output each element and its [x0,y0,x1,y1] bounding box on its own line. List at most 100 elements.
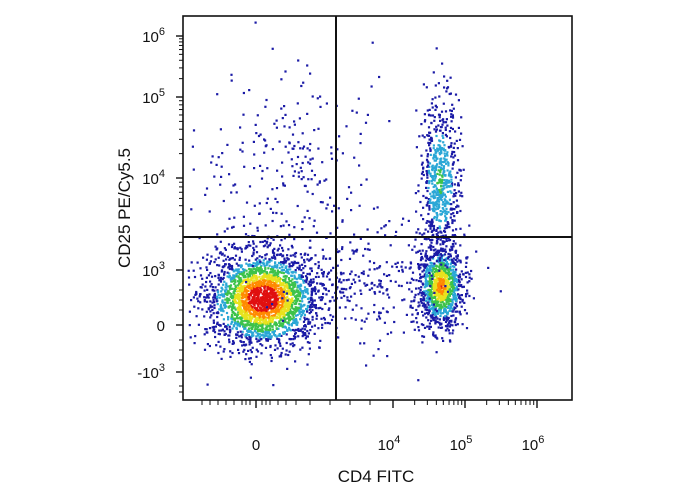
event-dot [459,227,462,230]
event-dot [240,285,243,288]
event-dot [256,316,259,319]
event-dot [424,228,427,231]
event-dot [424,278,428,281]
event-dot [262,262,265,265]
event-dot [449,92,452,95]
event-dot [237,311,240,314]
event-dot [326,203,329,206]
event-dot [441,134,444,137]
event-dot [428,206,431,209]
event-dot [427,230,430,233]
event-dot [284,299,287,302]
event-dot [454,318,457,321]
event-dot [423,274,426,277]
event-dot [264,244,267,247]
event-dot [220,270,223,273]
event-dot [237,282,241,285]
event-dot [270,291,273,294]
x-tick-label: 0 [252,437,260,454]
event-dot [421,335,424,338]
event-dot [442,287,445,290]
quadrant-gate [183,16,572,400]
event-dot [454,321,457,324]
event-dot [457,205,460,208]
event-dot [260,312,263,315]
event-dot [311,192,314,196]
event-dot [301,147,304,150]
event-dot [213,289,216,292]
event-dot [262,318,265,321]
event-dot [430,284,433,287]
event-dot [268,258,271,261]
event-dot [221,309,224,312]
event-dot [245,269,248,272]
event-dot [199,274,203,277]
event-dot [350,317,353,320]
event-dot [355,249,358,252]
event-dot [259,282,262,285]
event-dot [371,281,374,284]
event-dot [341,246,344,249]
event-dot [317,264,320,267]
event-dot [450,113,453,116]
event-dot [464,275,468,279]
event-dot [300,297,303,300]
event-dot [417,279,421,283]
event-dot [390,331,393,334]
event-dot [424,276,427,279]
event-dot [431,224,434,228]
event-dot [443,144,446,147]
event-dot [244,312,247,315]
event-dot [235,272,238,275]
event-dot [294,271,297,274]
event-dot [248,275,251,278]
event-dot [452,314,455,317]
event-dot [284,292,287,295]
event-dot [228,292,231,295]
event-dot [425,274,428,277]
event-dot [270,288,274,291]
event-dot [430,102,433,105]
event-dot [371,41,374,44]
event-dot [451,246,454,249]
event-dot [206,383,209,386]
event-dot [452,146,455,149]
event-dot [191,145,194,148]
event-dot [423,136,426,139]
event-dot [261,344,264,347]
event-dot [300,269,303,272]
event-dot [265,279,268,282]
event-dot [238,258,241,261]
event-dot [462,168,465,171]
event-dot [461,300,464,303]
event-dot [453,291,456,294]
event-dot [279,322,283,325]
event-dot [433,215,436,219]
event-dot [242,350,245,353]
event-dot [235,247,238,250]
event-dot [451,276,454,280]
event-dot [449,109,452,112]
event-dot [433,179,436,182]
event-dot [281,297,284,300]
event-dot [317,147,320,150]
event-dot [206,268,209,271]
event-dot [245,318,248,321]
event-dot [232,291,235,294]
event-dot [223,230,226,233]
event-dot [311,290,314,294]
event-dot [445,261,448,264]
event-dot [216,93,219,96]
event-dot [268,277,271,280]
event-dot [267,335,270,338]
event-dot [271,219,274,223]
event-dot [243,325,246,328]
event-dot [241,281,244,285]
event-dot [267,320,270,323]
event-dot [308,347,311,350]
event-dot [450,120,453,123]
event-dot [453,215,456,218]
event-dot [257,316,260,319]
event-dot [249,376,252,379]
event-dot [212,319,215,322]
